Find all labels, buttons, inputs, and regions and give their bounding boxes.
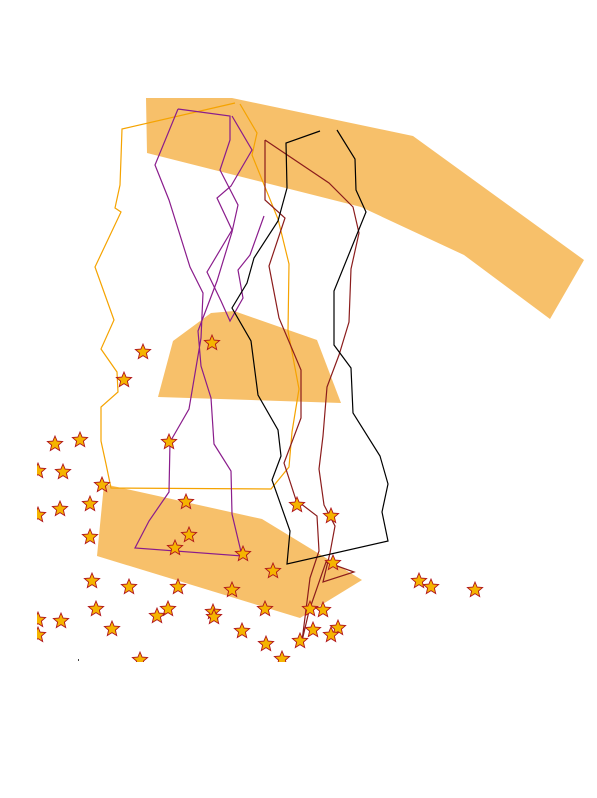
star-icon: [93, 475, 111, 493]
star-icon: [233, 621, 251, 639]
star-icon: [148, 606, 166, 624]
star-icon: [37, 461, 47, 479]
star-icon: [159, 599, 177, 617]
star-icon: [71, 430, 89, 448]
star-icon: [205, 607, 223, 625]
star-icon: [304, 620, 322, 638]
star-icon: [329, 618, 347, 636]
star-icon: [180, 525, 198, 543]
star-icon: [81, 527, 99, 545]
shaded-area-bottom: [97, 484, 362, 618]
star-icon: [203, 333, 221, 351]
star-icon: [52, 611, 70, 629]
marker-layer: [37, 333, 484, 662]
star-icon: [264, 561, 282, 579]
star-icon: [54, 462, 72, 480]
star-icon: [234, 544, 252, 562]
star-icon: [324, 553, 342, 571]
star-icon: [322, 625, 340, 643]
star-icon: [410, 571, 428, 589]
star-icon: [257, 634, 275, 652]
star-icon: [177, 492, 195, 510]
shaded-area-middle: [158, 311, 341, 403]
route-line-orange: [94, 102, 300, 490]
star-icon: [288, 495, 306, 513]
star-icon: [466, 580, 484, 598]
star-icon: [37, 625, 47, 643]
star-icon: [87, 599, 105, 617]
route-dots: [37, 575, 79, 661]
star-icon: [37, 610, 47, 628]
star-icon: [83, 571, 101, 589]
star-icon: [166, 538, 184, 556]
area-layer: [97, 98, 584, 618]
route-line-purple-2: [206, 115, 265, 323]
star-icon: [120, 577, 138, 595]
star-icon: [134, 342, 152, 360]
star-icon: [314, 600, 332, 618]
star-icon: [291, 631, 309, 649]
star-icon: [422, 577, 440, 595]
route-line-purple: [134, 108, 243, 557]
star-icon: [273, 649, 291, 662]
route-layer: [37, 102, 389, 661]
star-icon: [81, 494, 99, 512]
star-icon: [103, 619, 121, 637]
star-icon: [160, 432, 178, 450]
star-icon: [131, 650, 149, 662]
star-icon: [169, 577, 187, 595]
star-icon: [322, 506, 340, 524]
route-line-darkred: [264, 139, 360, 642]
star-icon: [115, 370, 133, 388]
star-icon: [46, 434, 64, 452]
star-icon: [37, 505, 47, 523]
star-icon: [256, 599, 274, 617]
star-icon: [301, 599, 319, 617]
star-icon: [51, 499, 69, 517]
star-icon: [223, 580, 241, 598]
route-line-black: [231, 129, 389, 565]
